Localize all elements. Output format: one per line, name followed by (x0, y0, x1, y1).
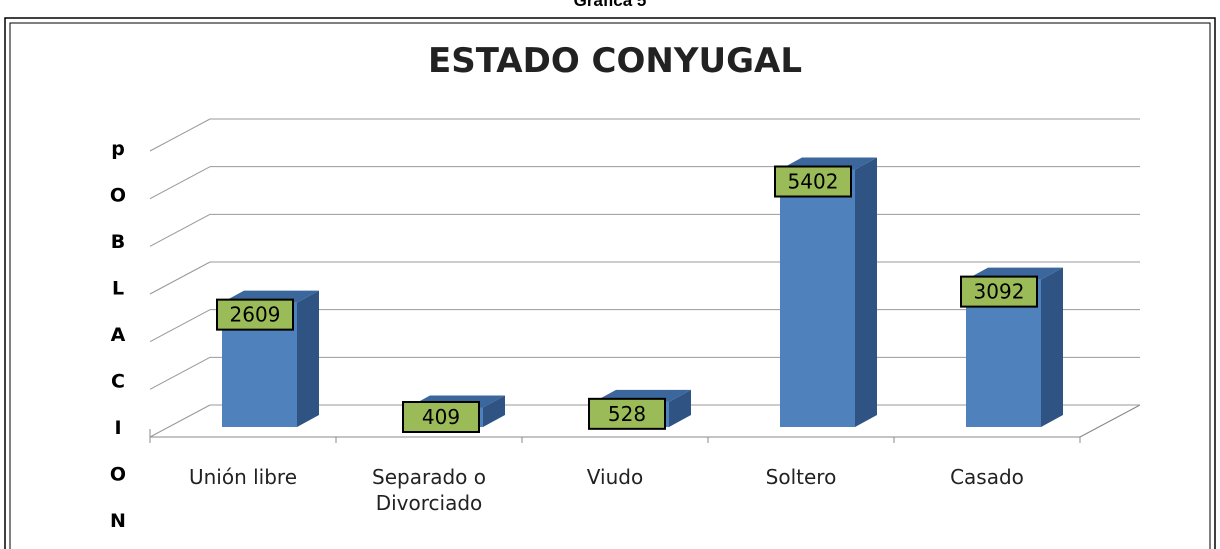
grid-line-side (149, 118, 211, 152)
y-label-letter: O (110, 464, 126, 486)
grid-line-side (149, 213, 211, 247)
value-label-box (774, 165, 852, 198)
grid-line-side (149, 356, 211, 390)
floor-right (1079, 404, 1141, 438)
y-axis-label: p O B L A C I O N (110, 138, 126, 532)
x-tick-label: Casado (950, 465, 1024, 489)
bar-side (483, 395, 505, 427)
y-label-letter: O (110, 185, 126, 207)
y-label-letter: B (111, 231, 125, 253)
value-label: 5402 (788, 170, 839, 194)
header: Gráfica 5 (574, 0, 647, 10)
chart-title: ESTADO CONYUGAL (428, 41, 802, 81)
y-label-letter: C (111, 371, 125, 393)
grid-line-side (149, 261, 211, 295)
value-label-box (960, 275, 1038, 308)
y-label-letter: I (114, 417, 121, 439)
y-label-letter: L (112, 278, 124, 300)
x-tick-label: Unión libre (188, 465, 298, 489)
bar-side (297, 290, 319, 427)
value-label-box (588, 397, 666, 430)
x-tick-label: Separado o Divorciado (372, 465, 486, 515)
y-label-letter: N (110, 510, 126, 532)
bar-side (855, 157, 877, 427)
value-label: 409 (422, 405, 460, 429)
x-tick-label: Soltero (765, 465, 837, 489)
frame (4, 17, 1216, 549)
y-label-letter: p (111, 138, 125, 160)
value-label: 2609 (230, 303, 281, 327)
value-label: 528 (608, 402, 646, 426)
value-label-box (402, 401, 480, 433)
value-label-box (216, 298, 294, 331)
bar-side (1041, 267, 1063, 427)
value-label: 3092 (974, 280, 1025, 304)
y-label-letter: A (111, 324, 126, 346)
grid-line-side (149, 404, 211, 438)
grid-line-side (149, 309, 211, 343)
grid-line-side (149, 166, 211, 200)
bar-side (669, 389, 691, 427)
frame-inner (9, 22, 1211, 549)
bar (780, 169, 855, 427)
x-tick-label: Viudo (586, 465, 644, 489)
